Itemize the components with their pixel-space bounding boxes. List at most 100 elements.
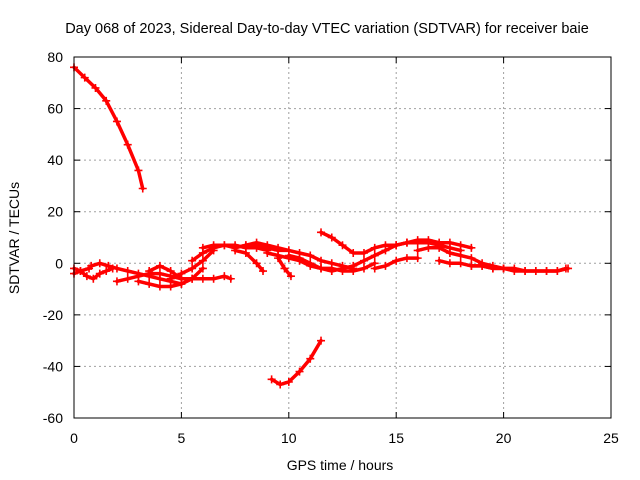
data-point xyxy=(188,274,197,283)
y-tick-label: 0 xyxy=(55,255,63,271)
y-tick-label: -60 xyxy=(43,410,63,426)
series-arc-18 xyxy=(370,254,422,273)
data-point xyxy=(317,256,326,265)
data-point xyxy=(359,256,368,265)
data-point xyxy=(456,241,465,250)
data-point xyxy=(488,264,497,273)
data-point xyxy=(402,238,411,247)
y-axis-label: SDTVAR / TECUs xyxy=(6,182,22,294)
data-point xyxy=(370,264,379,273)
data-point xyxy=(381,261,390,270)
data-point xyxy=(338,241,347,250)
data-point xyxy=(155,261,164,270)
data-point xyxy=(76,267,85,276)
data-point xyxy=(209,241,218,250)
data-point xyxy=(226,274,235,283)
data-point xyxy=(510,267,519,276)
series-arc-11 xyxy=(231,246,268,276)
data-point xyxy=(252,259,261,268)
data-point xyxy=(82,272,91,281)
data-point xyxy=(445,259,454,268)
data-point xyxy=(499,264,508,273)
data-point xyxy=(134,166,143,175)
y-tick-label: 40 xyxy=(47,152,63,168)
data-point xyxy=(263,248,272,257)
data-point xyxy=(306,354,315,363)
data-point xyxy=(564,264,573,273)
data-point xyxy=(445,248,454,257)
data-point xyxy=(327,233,336,242)
data-point xyxy=(155,282,164,291)
data-point xyxy=(456,251,465,260)
data-point xyxy=(370,243,379,252)
series-trace xyxy=(269,338,323,387)
series-arc-23 xyxy=(267,336,326,389)
x-tick-label: 25 xyxy=(603,430,619,446)
data-point xyxy=(198,264,207,273)
y-tick-label: 60 xyxy=(47,101,63,117)
data-point xyxy=(286,272,295,281)
data-point xyxy=(155,269,164,278)
axis-ticks: 0 5 10 15 20 25 -60 -40 -20 0 20 40 60 80 xyxy=(43,49,619,446)
data-point xyxy=(413,254,422,263)
data-point xyxy=(231,246,240,255)
data-point xyxy=(267,375,276,384)
data-point xyxy=(188,264,197,273)
data-point xyxy=(91,83,100,92)
data-point xyxy=(284,251,293,260)
plot-frame xyxy=(73,56,612,419)
chart-title: Day 068 of 2023, Sidereal Day-to-day VTE… xyxy=(65,21,589,37)
series-arc-22 xyxy=(467,261,573,276)
data-point xyxy=(274,254,283,263)
data-point xyxy=(413,236,422,245)
data-point xyxy=(338,264,347,273)
y-tick-label: 80 xyxy=(47,49,63,65)
x-tick-label: 0 xyxy=(70,430,78,446)
data-point xyxy=(145,267,154,276)
data-point xyxy=(467,243,476,252)
data-point xyxy=(456,259,465,268)
data-point xyxy=(112,117,121,126)
data-point xyxy=(177,269,186,278)
series-trace xyxy=(233,248,265,273)
data-point xyxy=(166,267,175,276)
data-point xyxy=(80,73,89,82)
series-trace xyxy=(469,264,570,273)
data-point xyxy=(166,274,175,283)
data-point xyxy=(198,243,207,252)
data-point xyxy=(252,238,261,247)
data-point xyxy=(145,279,154,288)
data-point xyxy=(317,228,326,237)
data-point xyxy=(370,251,379,260)
data-point xyxy=(467,254,476,263)
data-point xyxy=(209,274,218,283)
data-point xyxy=(435,243,444,252)
data-point xyxy=(241,241,250,250)
data-point xyxy=(295,367,304,376)
data-point xyxy=(467,261,476,270)
data-point xyxy=(349,248,358,257)
data-point xyxy=(95,269,104,278)
data-point xyxy=(220,272,229,281)
series-arc-16 xyxy=(317,228,401,257)
data-point xyxy=(280,264,289,273)
data-point xyxy=(138,184,147,193)
data-point xyxy=(317,336,326,345)
data-point xyxy=(478,261,487,270)
data-point xyxy=(392,256,401,265)
data-point xyxy=(220,241,229,250)
data-point xyxy=(104,261,113,270)
grid xyxy=(74,57,611,418)
data-point xyxy=(263,241,272,250)
series-trace xyxy=(72,65,145,191)
data-point xyxy=(102,96,111,105)
data-point xyxy=(317,264,326,273)
data-point xyxy=(521,267,530,276)
series-arc-8 xyxy=(166,246,218,283)
x-tick-label: 15 xyxy=(388,430,404,446)
data-point xyxy=(123,267,132,276)
data-point xyxy=(306,251,315,260)
data-point xyxy=(349,261,358,270)
data-point xyxy=(392,241,401,250)
